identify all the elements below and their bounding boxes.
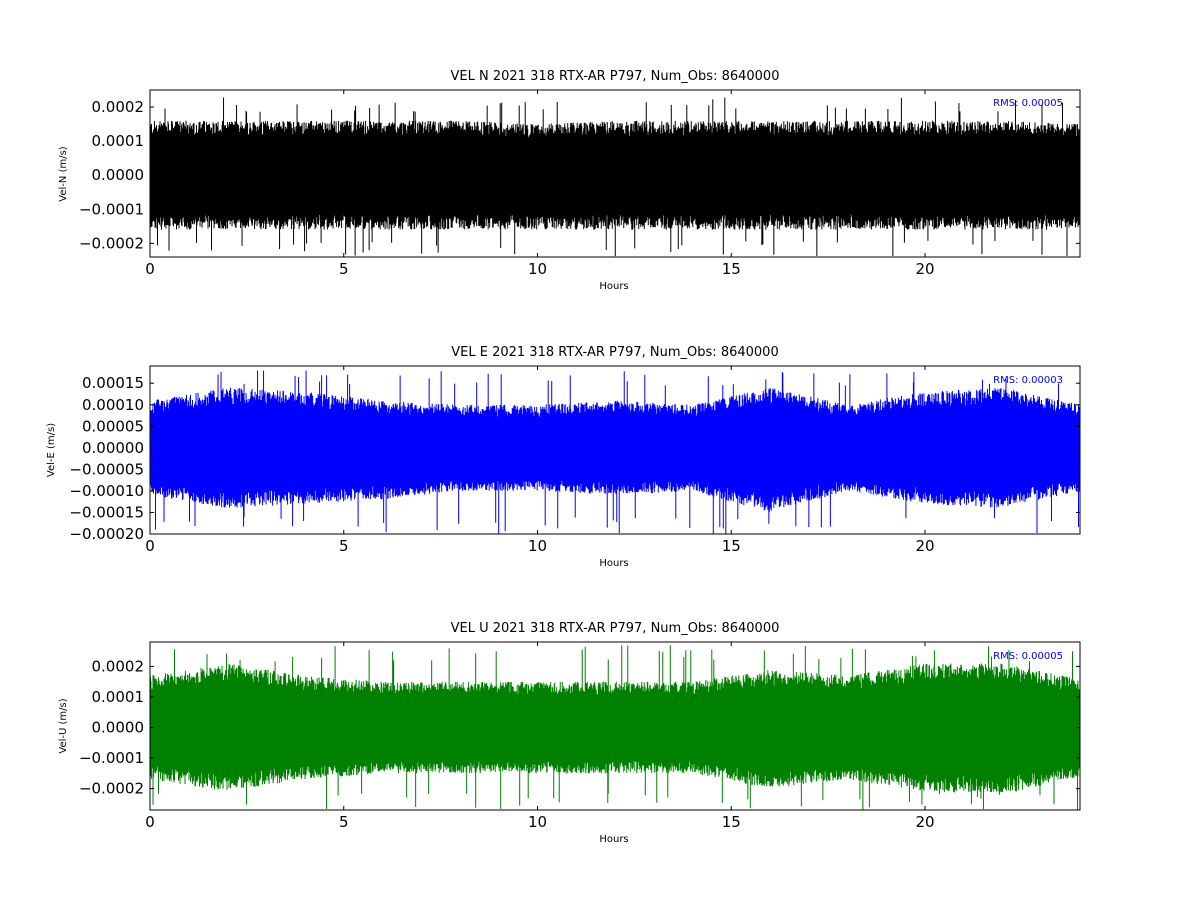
panel-vel-e: VEL E 2021 318 RTX-AR P797, Num_Obs: 864… xyxy=(46,345,1081,569)
data-core-band xyxy=(150,137,1080,214)
chart-title: VEL N 2021 318 RTX-AR P797, Num_Obs: 864… xyxy=(451,69,780,84)
x-tick-label: 10 xyxy=(528,260,547,278)
y-tick-label: −0.00010 xyxy=(69,482,144,500)
y-tick-label: 0.0001 xyxy=(92,688,145,706)
x-tick-label: 10 xyxy=(528,813,547,831)
rms-label: RMS: 0.00005 xyxy=(993,651,1063,662)
x-tick-label: 15 xyxy=(722,537,741,555)
x-tick-label: 20 xyxy=(915,813,934,831)
y-tick-label: 0.0000 xyxy=(92,166,145,184)
plot-frame xyxy=(149,89,1081,258)
y-tick-label: 0.00010 xyxy=(82,396,144,414)
x-tick-label: 0 xyxy=(145,537,155,555)
plot-area: 0 5 10 15 20 −0.00020 −0.00015 −0.00010 −0.00005… xyxy=(69,365,1081,555)
y-tick-label: 0.0000 xyxy=(92,719,145,737)
x-tick-label: 15 xyxy=(722,813,741,831)
data-core-band xyxy=(150,405,1080,494)
y-axis-label: Vel-U (m/s) xyxy=(58,698,69,753)
y-tick-label: −0.00005 xyxy=(69,460,144,478)
x-tick-label: 0 xyxy=(145,813,155,831)
plot-area: 0 5 10 15 20 −0.0002 −0.0001 0.0000 0.0001 0.0002 xyxy=(79,641,1081,831)
y-tick-label: −0.0002 xyxy=(79,780,144,798)
x-tick-label: 15 xyxy=(722,260,741,278)
data-series xyxy=(150,645,1080,810)
y-axis-label: Vel-N (m/s) xyxy=(58,146,69,201)
data-series xyxy=(150,97,1080,257)
y-axis-label: Vel-E (m/s) xyxy=(46,423,57,477)
y-tick-label: 0.00015 xyxy=(82,374,144,392)
x-tick-label: 0 xyxy=(145,260,155,278)
plot-area: 0 5 10 15 20 −0.0002 −0.0001 0.0000 0.0001 0.0002 xyxy=(79,89,1081,278)
x-tick-label: 20 xyxy=(915,260,934,278)
y-tick-label: 0.0002 xyxy=(92,657,145,675)
rms-label: RMS: 0.00005 xyxy=(993,98,1063,109)
x-tick-label: 5 xyxy=(339,537,349,555)
y-tick-label: −0.00020 xyxy=(69,525,144,543)
plot-frame xyxy=(149,365,1081,535)
x-axis-label: Hours xyxy=(599,834,628,845)
y-tick-label: −0.00015 xyxy=(69,503,144,521)
y-tick-label: −0.0002 xyxy=(79,234,144,252)
x-tick-label: 5 xyxy=(339,813,349,831)
y-tick-label: 0.00005 xyxy=(82,417,144,435)
x-axis-label: Hours xyxy=(599,558,628,569)
rms-label: RMS: 0.00003 xyxy=(993,375,1063,386)
panel-vel-n: VEL N 2021 318 RTX-AR P797, Num_Obs: 864… xyxy=(58,69,1081,292)
x-axis-label: Hours xyxy=(599,281,628,292)
y-tick-label: 0.0001 xyxy=(92,132,145,150)
x-tick-label: 20 xyxy=(915,537,934,555)
y-tick-label: −0.0001 xyxy=(79,200,144,218)
chart-title: VEL E 2021 318 RTX-AR P797, Num_Obs: 864… xyxy=(451,345,778,360)
y-tick-label: 0.00000 xyxy=(82,439,144,457)
panel-vel-u: VEL U 2021 318 RTX-AR P797, Num_Obs: 864… xyxy=(58,621,1081,845)
data-series xyxy=(150,370,1080,534)
data-core-band xyxy=(150,682,1080,775)
y-tick-label: −0.0001 xyxy=(79,749,144,767)
plot-frame xyxy=(149,641,1081,811)
y-tick-label: 0.0002 xyxy=(92,98,145,116)
x-tick-label: 10 xyxy=(528,537,547,555)
chart-title: VEL U 2021 318 RTX-AR P797, Num_Obs: 864… xyxy=(451,621,780,636)
x-tick-label: 5 xyxy=(339,260,349,278)
